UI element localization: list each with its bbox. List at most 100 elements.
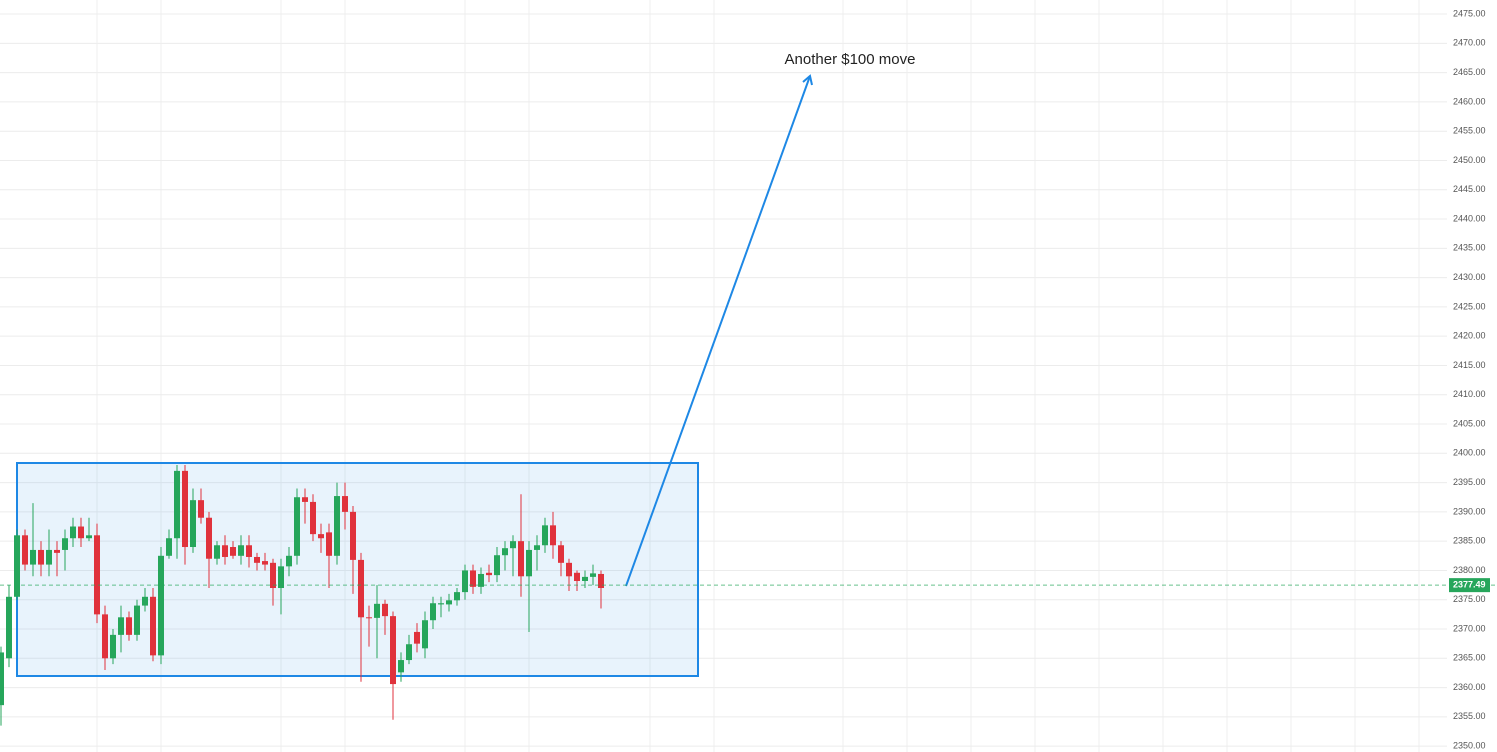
candle-body <box>254 556 260 563</box>
candle-body <box>70 526 76 539</box>
candle-body <box>6 596 12 659</box>
y-tick-label: 2455.00 <box>1453 126 1486 136</box>
candle-body <box>190 500 196 548</box>
candle-body <box>206 517 212 559</box>
candle-body <box>222 545 228 557</box>
candle-body <box>166 538 172 556</box>
candle-body <box>134 605 140 635</box>
candle-body <box>262 561 268 565</box>
candle-body <box>446 600 452 605</box>
candle-body <box>246 545 252 557</box>
candle-body <box>62 538 68 550</box>
candle-body <box>270 562 276 589</box>
candle-body <box>382 603 388 617</box>
y-tick-label: 2450.00 <box>1453 155 1486 165</box>
candle-body <box>454 592 460 601</box>
candle-body <box>430 603 436 621</box>
candle-body <box>574 572 580 581</box>
candle-body <box>310 501 316 535</box>
y-tick-label: 2360.00 <box>1453 682 1486 692</box>
candle-body <box>230 547 236 556</box>
candle-body <box>102 614 108 659</box>
candle-body <box>470 570 476 587</box>
candle-body <box>14 535 20 597</box>
candle-body <box>478 573 484 587</box>
candle-body <box>110 634 116 659</box>
y-tick-label: 2355.00 <box>1453 711 1486 721</box>
candle-body <box>494 555 500 576</box>
candle-body <box>30 549 36 565</box>
candle-body <box>142 596 148 606</box>
y-tick-label: 2400.00 <box>1453 448 1486 458</box>
candle-body <box>598 573 604 589</box>
candle-body <box>302 497 308 502</box>
y-tick-label: 2395.00 <box>1453 477 1486 487</box>
candle-body <box>542 525 548 546</box>
price-grid <box>0 13 1447 747</box>
annotation: Another $100 move <box>785 51 916 68</box>
y-tick-label: 2375.00 <box>1453 594 1486 604</box>
y-tick-label: 2410.00 <box>1453 389 1486 399</box>
candle-body <box>86 535 92 539</box>
candle-body <box>182 470 188 548</box>
y-tick-label: 2440.00 <box>1453 213 1486 223</box>
y-tick-label: 2405.00 <box>1453 418 1486 428</box>
candle-body <box>550 525 556 546</box>
candle-body <box>334 496 340 556</box>
price-axis: 2350.00 2355.00 2360.00 2365.00 2370.00 2375.… <box>0 8 1497 751</box>
candle-body <box>318 534 324 539</box>
candle-body <box>566 562 572 577</box>
candle-body <box>414 631 420 644</box>
candles <box>0 465 604 726</box>
candle-body <box>46 549 52 565</box>
y-tick-label: 2415.00 <box>1453 360 1486 370</box>
candle-body <box>526 549 532 577</box>
candle-body <box>462 570 468 593</box>
y-tick-label: 2425.00 <box>1453 301 1486 311</box>
candle-body <box>486 572 492 576</box>
candle-body <box>518 541 524 577</box>
candle-body <box>502 548 508 556</box>
candle-body <box>438 603 444 605</box>
candle-body <box>534 545 540 550</box>
candle-body <box>406 644 412 661</box>
y-tick-label: 2380.00 <box>1453 565 1486 575</box>
candle-body <box>214 545 220 559</box>
last-price-box <box>1449 578 1490 593</box>
y-tick-label: 2430.00 <box>1453 272 1486 282</box>
time-grid <box>96 0 1420 752</box>
y-tick-label: 2475.00 <box>1453 8 1486 18</box>
candle-body <box>78 526 84 539</box>
candle-body <box>54 549 60 553</box>
candle-body <box>126 617 132 635</box>
candle-body <box>350 511 356 560</box>
candle-body <box>358 559 364 618</box>
candle-body <box>286 555 292 567</box>
candle-body <box>278 566 284 589</box>
y-tick-label: 2350.00 <box>1453 741 1486 751</box>
y-tick-label: 2385.00 <box>1453 536 1486 546</box>
candle-body <box>118 617 124 635</box>
candle-body <box>238 545 244 556</box>
candle-body <box>510 541 516 549</box>
candle-body <box>582 576 588 581</box>
candle-body <box>326 532 332 556</box>
y-tick-label: 2420.00 <box>1453 331 1486 341</box>
candle-body <box>38 549 44 565</box>
candle-body <box>398 660 404 673</box>
candle-body <box>366 617 372 619</box>
candle-body <box>374 603 380 618</box>
candle-body <box>590 573 596 577</box>
arrow-head <box>802 74 813 86</box>
y-tick-label: 2460.00 <box>1453 96 1486 106</box>
y-tick-label: 2370.00 <box>1453 623 1486 633</box>
candle-body <box>22 535 28 565</box>
candle-body <box>150 596 156 656</box>
y-tick-label: 2435.00 <box>1453 243 1486 253</box>
y-tick-label: 2465.00 <box>1453 67 1486 77</box>
range-box <box>16 462 699 677</box>
candle-body <box>94 535 100 615</box>
candle-body <box>390 616 396 685</box>
candle-body <box>294 497 300 556</box>
